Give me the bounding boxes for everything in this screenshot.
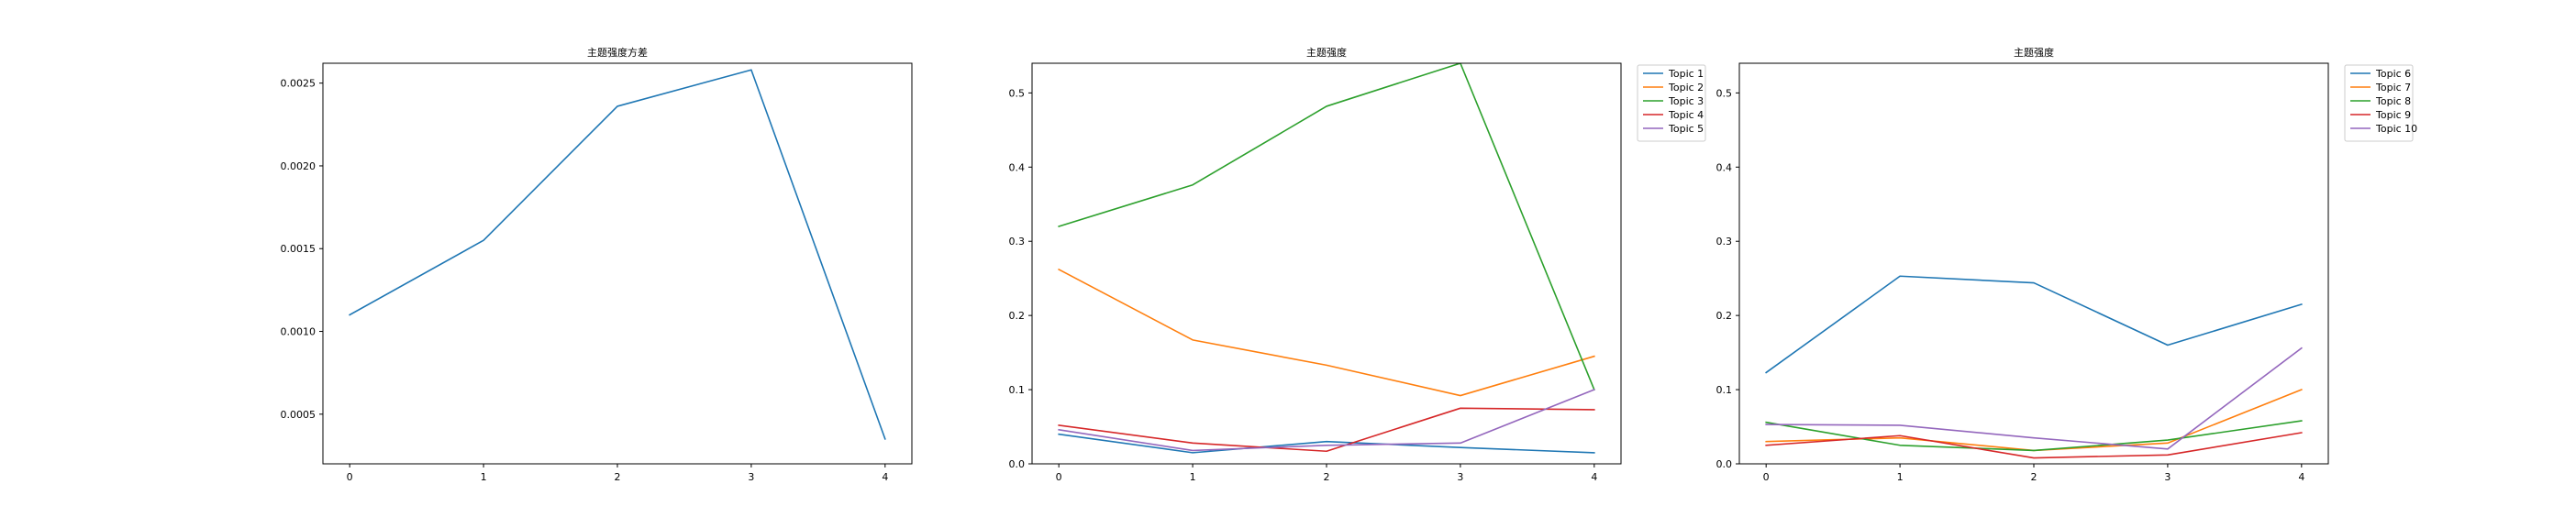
y-tick-label: 0.0020 xyxy=(281,160,316,172)
y-tick-label: 0.3 xyxy=(1009,236,1026,248)
series-group xyxy=(1765,275,2303,459)
y-tick-label: 0.0 xyxy=(1009,458,1026,470)
y-tick-label: 0.1 xyxy=(1009,384,1026,396)
y-tick-label: 0.0005 xyxy=(281,409,316,421)
series-line-topic-10 xyxy=(1765,346,2303,450)
y-tick-label: 0.3 xyxy=(1716,236,1733,248)
series-line-topic-1 xyxy=(1058,433,1595,454)
legend-label: Topic 8 xyxy=(2375,95,2411,107)
y-tick-label: 0.0010 xyxy=(281,326,316,338)
legend-frame xyxy=(2344,64,2414,142)
x-tick-label: 3 xyxy=(748,471,754,483)
x-tick-label: 4 xyxy=(1591,471,1597,483)
series-line-topic-3 xyxy=(1058,63,1595,391)
legend-label: Topic 5 xyxy=(1668,123,1704,135)
legend-label: Topic 4 xyxy=(1668,109,1704,121)
legend-label: Topic 9 xyxy=(2375,109,2411,121)
series-line-topic-6 xyxy=(1765,275,2303,374)
series-line-topic-9 xyxy=(1765,432,2303,459)
y-tick-label: 0.4 xyxy=(1716,161,1733,173)
x-tick-label: 1 xyxy=(1897,471,1904,483)
x-tick-label: 0 xyxy=(1056,471,1062,483)
series-group xyxy=(1058,63,1595,454)
x-tick-label: 4 xyxy=(882,471,888,483)
y-tick-label: 0.2 xyxy=(1716,310,1733,322)
x-tick-label: 4 xyxy=(2298,471,2304,483)
y-tick-label: 0.4 xyxy=(1009,161,1026,173)
chart-title: 主题强度方差 xyxy=(587,46,648,59)
x-tick-label: 2 xyxy=(2031,471,2037,483)
series-line-topic-2 xyxy=(1058,268,1595,397)
series-line-topic-5 xyxy=(1058,389,1595,452)
x-tick-label: 2 xyxy=(1324,471,1330,483)
y-tick-label: 0.5 xyxy=(1009,87,1026,99)
legend-label: Topic 6 xyxy=(2375,68,2411,80)
chart-title: 主题强度 xyxy=(1306,46,1347,59)
y-tick-label: 0.0015 xyxy=(281,243,316,255)
y-tick-label: 0.0 xyxy=(1716,458,1733,470)
series-line xyxy=(349,69,886,440)
y-tick-label: 0.0025 xyxy=(281,78,316,90)
series-line-topic-4 xyxy=(1058,407,1595,453)
chart-title: 主题强度 xyxy=(2014,46,2054,59)
legend-label: Topic 1 xyxy=(1668,68,1704,80)
series-group xyxy=(349,69,886,440)
x-tick-label: 2 xyxy=(615,471,621,483)
x-tick-label: 1 xyxy=(1190,471,1196,483)
x-tick-label: 3 xyxy=(2164,471,2171,483)
legend-label: Topic 10 xyxy=(2375,123,2417,135)
y-tick-label: 0.2 xyxy=(1009,310,1026,322)
y-tick-label: 0.5 xyxy=(1716,87,1733,99)
x-tick-label: 0 xyxy=(347,471,353,483)
legend-label: Topic 2 xyxy=(1668,82,1704,94)
x-tick-label: 1 xyxy=(481,471,487,483)
x-tick-label: 0 xyxy=(1763,471,1770,483)
chart-1: 主题强度方差 0 1 2 3 4 0.0005 0.0010 0.0015 0.0020 0.002… xyxy=(281,46,913,483)
legend-label: Topic 3 xyxy=(1668,95,1704,107)
y-tick-label: 0.1 xyxy=(1716,384,1733,396)
series-line-topic-8 xyxy=(1765,420,2303,452)
x-tick-label: 3 xyxy=(1457,471,1463,483)
legend-frame xyxy=(1637,64,1706,142)
legend-label: Topic 7 xyxy=(2375,82,2411,94)
